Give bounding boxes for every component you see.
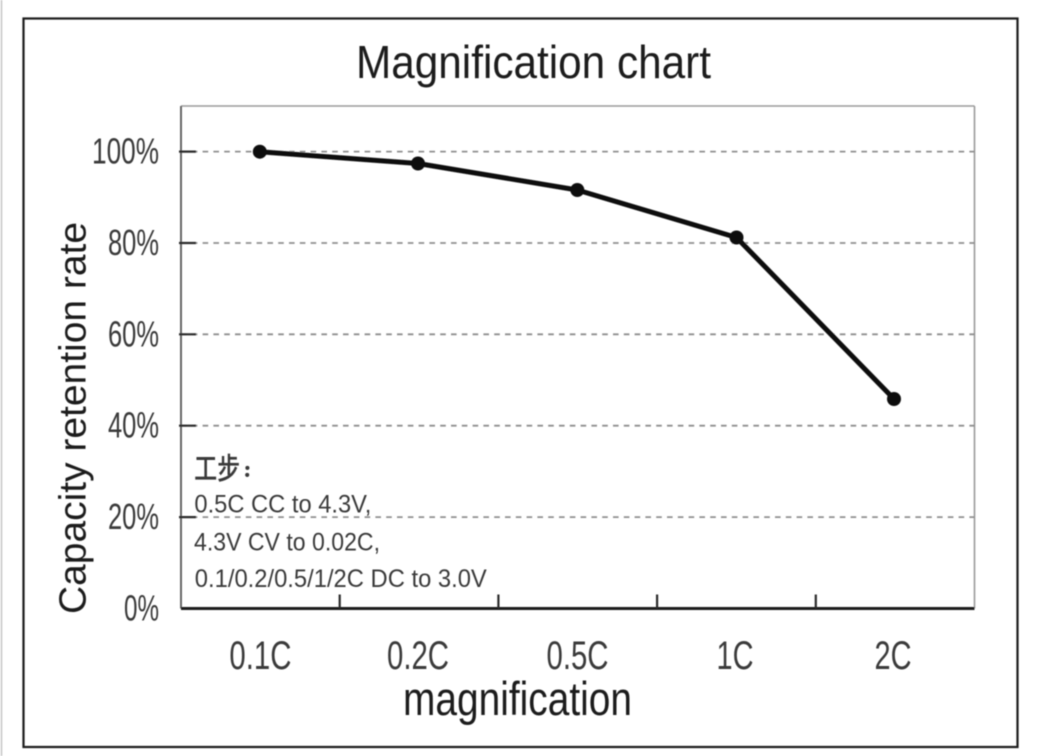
svg-text:0.2C: 0.2C <box>387 634 449 678</box>
svg-text:100%: 100% <box>92 131 159 172</box>
svg-text:40%: 40% <box>108 405 159 446</box>
svg-text:0.1C: 0.1C <box>229 634 291 678</box>
svg-text:20%: 20% <box>108 496 159 537</box>
svg-text:0.5C: 0.5C <box>547 634 609 678</box>
svg-text:2C: 2C <box>875 634 912 678</box>
svg-text:Magnification chart: Magnification chart <box>356 36 711 88</box>
svg-text:Capacity retention rate: Capacity retention rate <box>53 222 95 614</box>
svg-text:0.1/0.2/0.5/1/2C DC to 3.0V: 0.1/0.2/0.5/1/2C DC to 3.0V <box>195 565 487 593</box>
svg-text:0.5C CC to 4.3V,: 0.5C CC to 4.3V, <box>194 491 371 519</box>
svg-text:1C: 1C <box>717 634 754 678</box>
svg-text:80%: 80% <box>108 222 159 263</box>
svg-text:4.3V CV to 0.02C,: 4.3V CV to 0.02C, <box>194 529 380 557</box>
svg-text:magnification: magnification <box>403 672 632 725</box>
svg-text:0%: 0% <box>124 588 159 629</box>
svg-text:60%: 60% <box>108 313 159 354</box>
